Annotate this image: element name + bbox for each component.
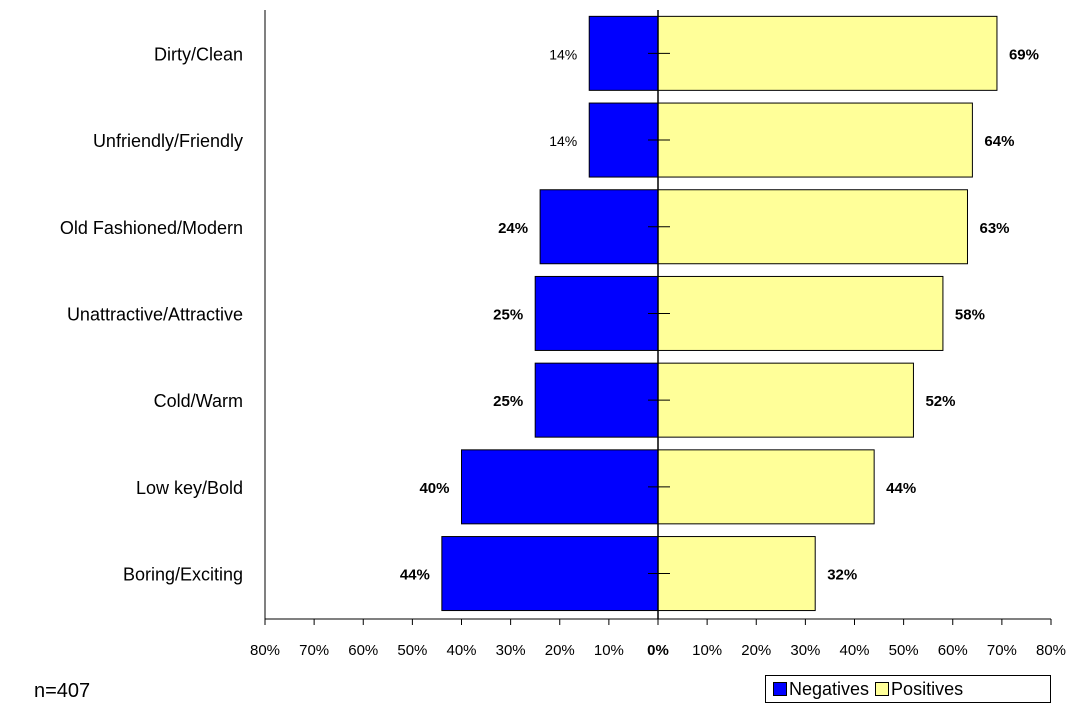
data-label-negative: 25% bbox=[493, 393, 523, 410]
x-tick-label: 10% bbox=[594, 642, 624, 659]
data-label-negative: 14% bbox=[549, 46, 577, 62]
legend-label-negatives: Negatives bbox=[789, 678, 870, 699]
bar-positive bbox=[657, 449, 875, 525]
category-label: Low key/Bold bbox=[136, 478, 243, 498]
data-label-negative: 24% bbox=[498, 220, 528, 237]
legend-swatch-negatives bbox=[773, 682, 787, 696]
data-label-negative: 44% bbox=[400, 567, 430, 584]
data-label-negative: 40% bbox=[419, 480, 449, 497]
data-label-positive: 64% bbox=[984, 133, 1014, 150]
legend-item-positives: Positives bbox=[875, 679, 963, 700]
x-tick-label: 40% bbox=[839, 642, 869, 659]
legend: Negatives Positives bbox=[765, 675, 1051, 703]
bar-positive bbox=[657, 15, 998, 91]
x-tick-label: 0% bbox=[647, 642, 669, 659]
data-label-positive: 32% bbox=[827, 567, 857, 584]
category-label: Old Fashioned/Modern bbox=[60, 218, 243, 238]
x-tick-label: 80% bbox=[1036, 642, 1066, 659]
bar-negative bbox=[534, 275, 659, 351]
data-label-positive: 63% bbox=[979, 220, 1009, 237]
category-label: Unfriendly/Friendly bbox=[93, 131, 243, 151]
x-tick-label: 70% bbox=[987, 642, 1017, 659]
bar-negative bbox=[588, 15, 659, 91]
x-tick-label: 20% bbox=[741, 642, 771, 659]
data-label-positive: 69% bbox=[1009, 46, 1039, 63]
legend-item-negatives: Negatives bbox=[773, 679, 869, 700]
x-tick-label: 10% bbox=[692, 642, 722, 659]
x-tick-label: 60% bbox=[938, 642, 968, 659]
bar-positive bbox=[657, 536, 816, 612]
x-tick-label: 50% bbox=[889, 642, 919, 659]
sample-size-note: n=407 bbox=[34, 680, 91, 702]
data-label-positive: 58% bbox=[955, 306, 985, 323]
bar-positive bbox=[657, 362, 914, 438]
category-label: Boring/Exciting bbox=[123, 565, 243, 585]
data-label-negative: 25% bbox=[493, 306, 523, 323]
bar-negative bbox=[441, 536, 659, 612]
data-label-negative: 14% bbox=[549, 133, 577, 149]
bar-negative bbox=[539, 189, 659, 265]
x-tick-label: 60% bbox=[348, 642, 378, 659]
bar-negative bbox=[534, 362, 659, 438]
x-tick-label: 50% bbox=[397, 642, 427, 659]
bar-positive bbox=[657, 189, 968, 265]
x-tick-label: 30% bbox=[790, 642, 820, 659]
x-tick-label: 70% bbox=[299, 642, 329, 659]
category-label: Cold/Warm bbox=[154, 391, 243, 411]
legend-swatch-positives bbox=[875, 682, 890, 696]
data-label-positive: 44% bbox=[886, 480, 916, 497]
bar-negative bbox=[461, 449, 659, 525]
legend-label-positives: Positives bbox=[891, 678, 964, 699]
bar-negative bbox=[588, 102, 659, 178]
bar-positive bbox=[657, 275, 944, 351]
bar-positive bbox=[657, 102, 973, 178]
category-label: Dirty/Clean bbox=[154, 44, 243, 64]
data-label-positive: 52% bbox=[925, 393, 955, 410]
x-tick-label: 20% bbox=[545, 642, 575, 659]
x-tick-label: 30% bbox=[496, 642, 526, 659]
x-tick-label: 40% bbox=[446, 642, 476, 659]
category-label: Unattractive/Attractive bbox=[67, 304, 243, 324]
x-tick-label: 80% bbox=[250, 642, 280, 659]
